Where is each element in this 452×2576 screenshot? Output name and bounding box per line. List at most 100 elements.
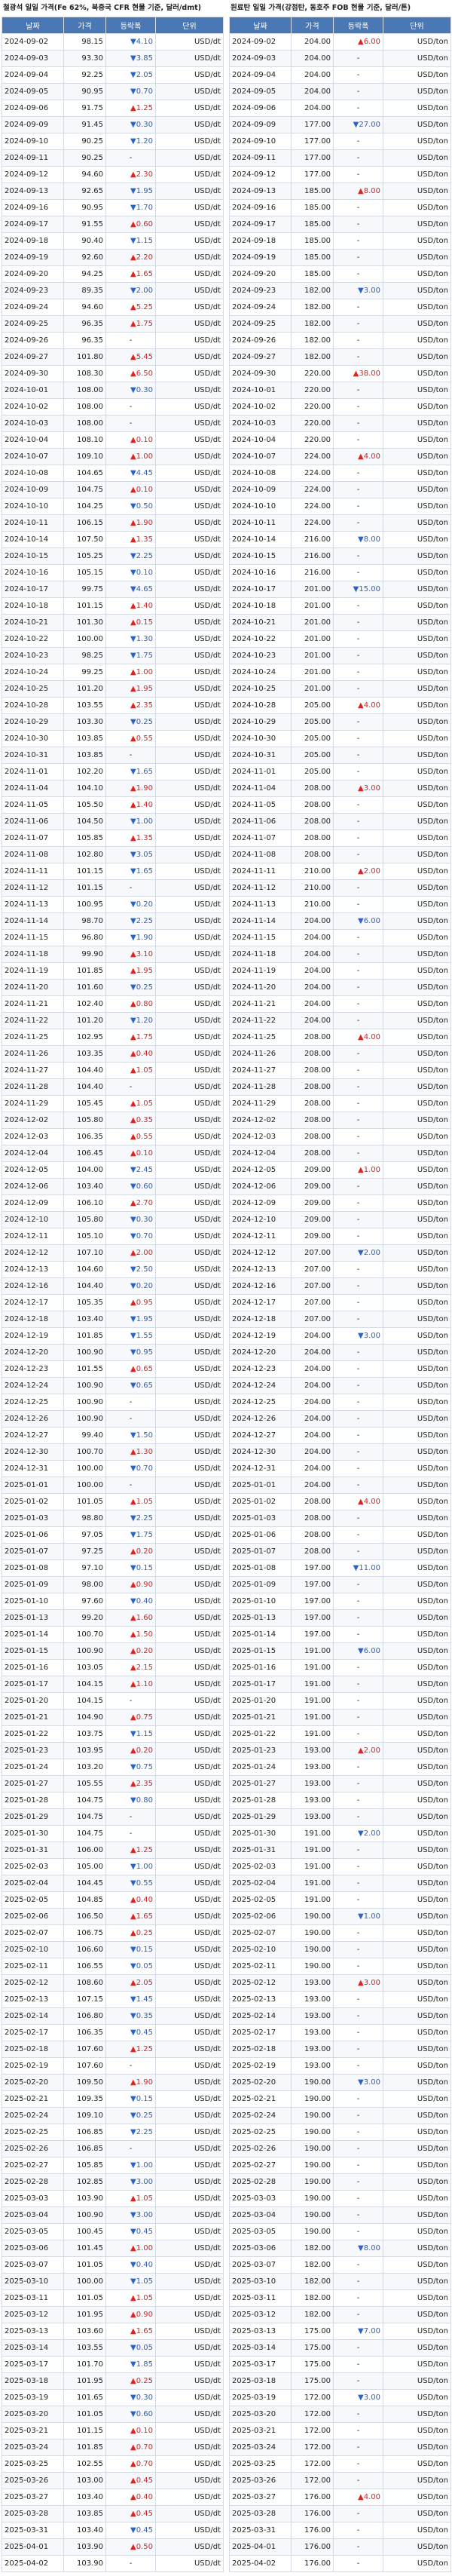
- change-cell: ▼0.25: [105, 979, 156, 996]
- data-row: 2024-12-02 208.00- USD/ton: [229, 1112, 451, 1129]
- unit-cell: USD/ton: [383, 1875, 451, 1892]
- unit-cell: USD/ton: [383, 133, 451, 150]
- date-cell: 2025-03-13: [229, 2323, 292, 2340]
- unit-cell: USD/ton: [383, 1626, 451, 1643]
- change-cell: -: [333, 315, 383, 333]
- date-cell: 2024-09-12: [2, 166, 64, 183]
- date-cell: 2024-09-16: [2, 199, 64, 216]
- change-cell: ▼6.00: [333, 1642, 383, 1660]
- price-cell: 101.15: [63, 879, 106, 897]
- change-cell: ▲1.50: [105, 1626, 156, 1643]
- data-row: 2025-02-28 190.00- USD/ton: [229, 2173, 451, 2191]
- change-cell: ▲1.65: [105, 265, 156, 283]
- date-cell: 2024-12-24: [2, 1377, 64, 1394]
- price-cell: 208.00: [291, 1078, 334, 1096]
- column-header: 날짜: [229, 17, 292, 34]
- price-cell: 205.00: [291, 730, 334, 747]
- price-cell: 101.30: [63, 614, 106, 631]
- price-cell: 99.40: [63, 1427, 106, 1444]
- date-cell: 2025-03-07: [229, 2256, 292, 2274]
- unit-cell: USD/dt: [155, 1045, 224, 1063]
- change-cell: -: [105, 398, 156, 416]
- data-row: 2024-11-26 208.00- USD/ton: [229, 1045, 451, 1063]
- change-cell: -: [333, 2273, 383, 2290]
- data-row: 2024-10-17 201.00 ▼15.00 USD/ton: [229, 581, 451, 598]
- change-cell: ▲4.00: [333, 2489, 383, 2506]
- price-cell: 204.00: [291, 83, 334, 100]
- date-cell: 2024-10-31: [2, 747, 64, 764]
- data-row: 2024-11-27 208.00- USD/ton: [229, 1062, 451, 1079]
- unit-cell: USD/ton: [383, 531, 451, 548]
- data-row: 2024-10-04 220.00- USD/ton: [229, 431, 451, 449]
- price-cell: 103.40: [63, 2489, 106, 2506]
- data-row: 2024-10-22 100.00 ▼1.30 USD/dt: [2, 630, 224, 648]
- date-cell: 2024-09-13: [2, 182, 64, 200]
- change-cell: -: [333, 1294, 383, 1311]
- date-cell: 2025-03-28: [229, 2505, 292, 2522]
- data-row: 2025-03-06 182.00 ▼8.00 USD/ton: [229, 2240, 451, 2257]
- date-cell: 2024-12-25: [229, 1394, 292, 1411]
- price-cell: 176.00: [291, 2522, 334, 2539]
- data-row: 2024-12-12 107.10 ▲2.00 USD/dt: [2, 1244, 224, 1262]
- date-cell: 2024-11-08: [229, 846, 292, 863]
- unit-cell: USD/dt: [155, 1477, 224, 1494]
- data-row: 2025-02-07 106.75 ▲0.25 USD/dt: [2, 1924, 224, 1942]
- change-cell: -: [333, 2472, 383, 2489]
- date-cell: 2025-01-13: [2, 1609, 64, 1627]
- change-cell: ▼0.60: [105, 1178, 156, 1195]
- date-cell: 2024-10-31: [229, 747, 292, 764]
- data-row: 2024-09-26 182.00- USD/ton: [229, 332, 451, 349]
- unit-cell: USD/ton: [383, 929, 451, 946]
- change-cell: ▼3.00: [105, 2206, 156, 2224]
- data-row: 2025-02-25 190.00- USD/ton: [229, 2124, 451, 2141]
- data-row: 2025-02-20 109.50 ▲1.90 USD/dt: [2, 2074, 224, 2091]
- data-row: 2025-01-07 97.25 ▲0.20 USD/dt: [2, 1543, 224, 1560]
- price-cell: 104.15: [63, 1676, 106, 1693]
- data-row: 2024-09-23 182.00 ▼3.00 USD/ton: [229, 282, 451, 299]
- price-cell: 103.90: [63, 2190, 106, 2207]
- date-cell: 2024-09-10: [229, 133, 292, 150]
- data-row: 2025-01-03 98.80 ▼2.25 USD/dt: [2, 1510, 224, 1527]
- date-cell: 2024-11-01: [2, 763, 64, 780]
- date-cell: 2025-03-19: [229, 2389, 292, 2406]
- data-row: 2024-12-20 100.90 ▼0.95 USD/dt: [2, 1344, 224, 1361]
- unit-cell: USD/ton: [383, 382, 451, 399]
- price-cell: 98.15: [63, 33, 106, 51]
- data-row: 2025-03-26 103.00 ▲0.45 USD/dt: [2, 2472, 224, 2489]
- change-cell: -: [333, 1178, 383, 1195]
- change-cell: ▲0.50: [105, 2538, 156, 2556]
- change-cell: ▲0.70: [105, 2439, 156, 2456]
- data-row: 2025-02-27 105.85 ▼1.00 USD/dt: [2, 2157, 224, 2174]
- price-cell: 175.00: [291, 2339, 334, 2357]
- date-cell: 2024-11-07: [229, 830, 292, 847]
- unit-cell: USD/dt: [155, 1609, 224, 1627]
- date-cell: 2024-12-13: [2, 1261, 64, 1278]
- change-cell: ▼0.30: [105, 116, 156, 133]
- change-cell: -: [333, 1593, 383, 1610]
- date-cell: 2025-02-04: [229, 1875, 292, 1892]
- unit-cell: USD/dt: [155, 763, 224, 780]
- unit-cell: USD/dt: [155, 1543, 224, 1560]
- data-row: 2025-01-17 104.15 ▲1.10 USD/dt: [2, 1676, 224, 1693]
- unit-cell: USD/ton: [383, 1012, 451, 1029]
- date-cell: 2024-11-05: [229, 796, 292, 814]
- change-cell: -: [333, 1128, 383, 1145]
- price-cell: 105.00: [63, 1858, 106, 1875]
- price-cell: 204.00: [291, 1410, 334, 1428]
- unit-cell: USD/ton: [383, 2505, 451, 2522]
- date-cell: 2025-03-17: [2, 2356, 64, 2373]
- data-row: 2025-02-14 193.00- USD/ton: [229, 2007, 451, 2025]
- data-row: 2024-11-26 103.35 ▲0.40 USD/dt: [2, 1045, 224, 1063]
- change-cell: ▼0.45: [105, 2223, 156, 2240]
- change-cell: -: [333, 1510, 383, 1527]
- change-cell: ▼1.15: [105, 232, 156, 250]
- price-cell: 105.50: [63, 796, 106, 814]
- price-cell: 90.95: [63, 199, 106, 216]
- unit-cell: USD/ton: [383, 1178, 451, 1195]
- price-cell: 104.10: [63, 780, 106, 797]
- date-cell: 2024-12-20: [229, 1344, 292, 1361]
- price-cell: 190.00: [291, 1958, 334, 1975]
- change-cell: ▲1.95: [105, 962, 156, 980]
- change-cell: -: [333, 2057, 383, 2075]
- change-cell: ▲0.15: [105, 614, 156, 631]
